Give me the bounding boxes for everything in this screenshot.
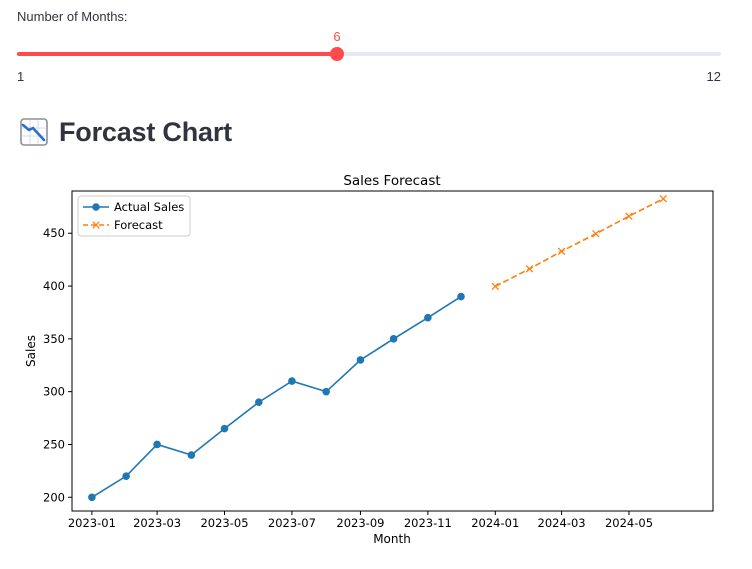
x-tick-label: 2023-11 bbox=[404, 516, 452, 530]
data-point bbox=[187, 451, 196, 459]
data-point bbox=[322, 387, 330, 396]
data-point bbox=[659, 194, 668, 203]
series-line-1 bbox=[494, 197, 664, 288]
slider-label: Number of Months: bbox=[17, 9, 128, 24]
legend-box bbox=[77, 195, 191, 237]
chart-svg: Sales Forecast 2023-01 2023-03 2023-05 2023… bbox=[24, 173, 714, 546]
x-tick-label: 2024-03 bbox=[538, 516, 586, 530]
y-tick-label: 200 bbox=[43, 490, 65, 504]
data-point bbox=[122, 472, 130, 480]
slider-min-label: 1 bbox=[17, 69, 25, 84]
x-axis-label: Month bbox=[373, 532, 411, 546]
section-heading: Forcast Chart bbox=[20, 114, 232, 150]
sales-forecast-chart: Sales Forecast 2023-01 2023-03 2023-05 2023… bbox=[20, 166, 720, 550]
slider-value-label: 6 bbox=[333, 29, 341, 44]
x-tick-label: 2023-05 bbox=[200, 516, 248, 530]
data-point bbox=[592, 230, 600, 238]
slider-track[interactable] bbox=[17, 52, 721, 56]
series-line-0 bbox=[91, 295, 462, 498]
y-tick-label: 400 bbox=[43, 279, 65, 293]
x-tick-label: 2023-09 bbox=[336, 516, 384, 530]
series-layer bbox=[88, 194, 668, 502]
y-tick-label: 250 bbox=[43, 437, 65, 451]
y-tick-label: 350 bbox=[43, 332, 65, 346]
data-point bbox=[525, 265, 534, 273]
legend-label: Actual Sales bbox=[114, 200, 184, 214]
data-point bbox=[153, 440, 161, 449]
legend-swatch-marker bbox=[92, 221, 100, 229]
y-tick-label: 300 bbox=[43, 385, 65, 399]
data-point bbox=[557, 247, 566, 256]
data-point bbox=[356, 356, 365, 364]
slider-max-label: 12 bbox=[706, 69, 721, 84]
data-point bbox=[424, 313, 432, 322]
data-point bbox=[389, 335, 398, 343]
data-point bbox=[88, 493, 96, 502]
chart-legend: Actual Sales Forecast bbox=[77, 195, 191, 237]
data-point bbox=[288, 377, 296, 385]
chart-decreasing-icon bbox=[20, 118, 48, 146]
slider-thumb[interactable] bbox=[330, 47, 344, 61]
y-ticks: 200 250 300 350 400 450 bbox=[43, 226, 72, 504]
y-tick-label: 450 bbox=[43, 226, 65, 240]
data-point bbox=[220, 424, 229, 433]
data-point bbox=[254, 398, 263, 407]
data-point bbox=[491, 282, 500, 291]
legend-label: Forecast bbox=[114, 218, 163, 232]
y-axis-label: Sales bbox=[24, 335, 38, 367]
chart-title: Sales Forecast bbox=[343, 173, 440, 189]
plot-area bbox=[71, 190, 714, 512]
x-tick-label: 2024-01 bbox=[471, 516, 519, 530]
x-ticks: 2023-01 2023-03 2023-05 2023-07 2023-09 2023-… bbox=[68, 511, 653, 530]
section-title: Forcast Chart bbox=[59, 116, 232, 147]
legend-swatch-marker bbox=[92, 203, 100, 211]
data-point bbox=[457, 292, 465, 301]
x-tick-label: 2023-01 bbox=[68, 516, 116, 530]
x-tick-label: 2023-07 bbox=[268, 516, 316, 530]
x-tick-label: 2023-03 bbox=[133, 516, 181, 530]
slider-fill bbox=[17, 52, 337, 56]
x-tick-label: 2024-05 bbox=[605, 516, 653, 530]
data-point bbox=[625, 212, 633, 221]
months-slider[interactable]: 6 1 12 bbox=[17, 28, 721, 86]
